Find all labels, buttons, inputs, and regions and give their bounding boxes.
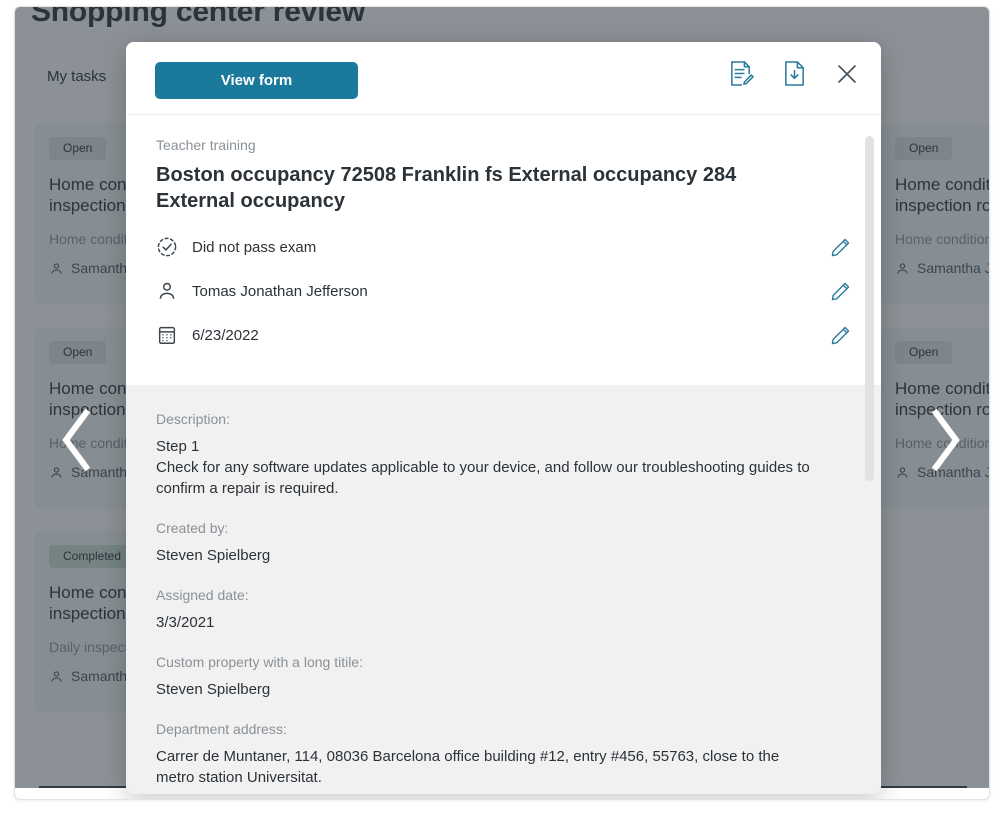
- field-value: Steven Spielberg: [156, 681, 271, 698]
- calendar-icon: [158, 326, 176, 344]
- modal-summary: Teacher training Boston occupancy 72508 …: [126, 115, 881, 385]
- field-label: Description:: [156, 411, 230, 427]
- edit-form-icon[interactable]: [729, 60, 754, 87]
- field-description: Description: Step 1 Check for any softwa…: [156, 411, 851, 499]
- field-department-address: Department address: Carrer de Muntaner, …: [156, 721, 851, 788]
- date-value: 6/23/2022: [192, 326, 259, 344]
- field-label: Department address:: [156, 721, 287, 737]
- field-custom-property: Custom property with a long titile: Stev…: [156, 654, 851, 700]
- field-value: Step 1 Check for any software updates ap…: [156, 438, 810, 497]
- person-icon: [159, 282, 175, 299]
- view-form-button[interactable]: View form: [155, 62, 358, 99]
- edit-date-icon[interactable]: [830, 325, 851, 346]
- meta-row-date: 6/23/2022: [156, 324, 851, 346]
- field-label: Assigned date:: [156, 587, 249, 603]
- edit-assignee-icon[interactable]: [830, 281, 851, 302]
- field-value: 3/3/2021: [156, 614, 215, 631]
- field-value: Carrer de Muntaner, 114, 08036 Barcelona…: [156, 748, 780, 786]
- download-form-icon[interactable]: [782, 60, 807, 87]
- close-icon[interactable]: [835, 62, 859, 86]
- status-check-icon: [157, 237, 177, 257]
- meta-row-status: Did not pass exam: [156, 236, 851, 258]
- carousel-next-icon[interactable]: [925, 407, 965, 473]
- field-value: Steven Spielberg: [156, 547, 271, 564]
- modal-details: Description: Step 1 Check for any softwa…: [126, 385, 881, 794]
- assignee-value: Tomas Jonathan Jefferson: [192, 282, 368, 300]
- modal-header: View form: [126, 42, 881, 115]
- modal-eyebrow: Teacher training: [156, 137, 256, 153]
- task-detail-modal: View form: [126, 42, 881, 794]
- field-label: Custom property with a long titile:: [156, 654, 363, 670]
- modal-header-actions: [729, 60, 859, 87]
- meta-row-assignee: Tomas Jonathan Jefferson: [156, 280, 851, 302]
- carousel-prev-icon[interactable]: [57, 407, 97, 473]
- field-assigned-date: Assigned date: 3/3/2021: [156, 587, 851, 633]
- edit-status-icon[interactable]: [830, 237, 851, 258]
- modal-scrollbar-thumb[interactable]: [865, 136, 874, 481]
- status-value: Did not pass exam: [192, 238, 317, 256]
- field-created-by: Created by: Steven Spielberg: [156, 520, 851, 566]
- field-label: Created by:: [156, 520, 229, 536]
- browser-frame: Shopping center review My tasks Open Hom…: [14, 6, 990, 800]
- modal-scrollbar[interactable]: [865, 116, 874, 794]
- modal-title: Boston occupancy 72508 Franklin fs Exter…: [156, 164, 737, 212]
